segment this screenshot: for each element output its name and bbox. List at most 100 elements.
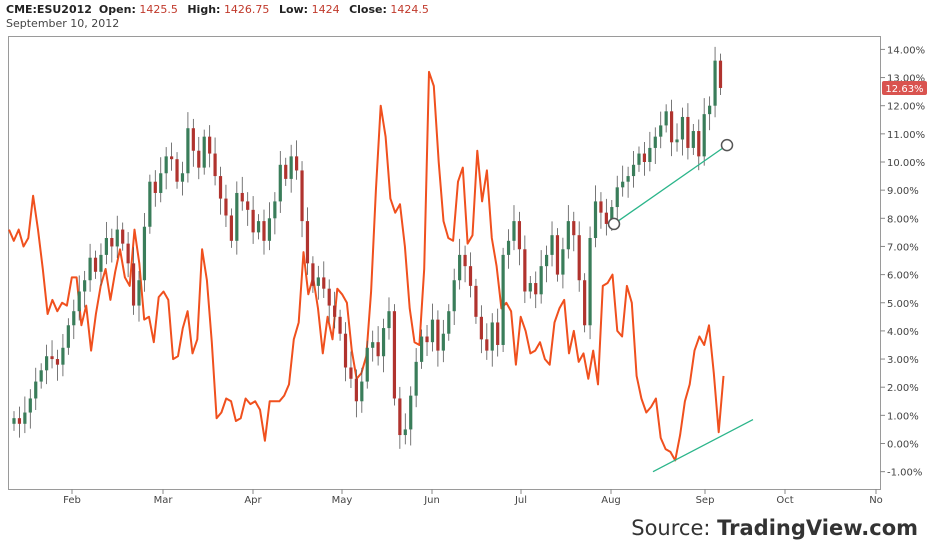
candle-body xyxy=(664,111,668,126)
candle-body xyxy=(648,147,652,162)
candle-body xyxy=(148,181,152,227)
candle-body xyxy=(506,240,511,255)
candle-body xyxy=(669,111,674,143)
candle-body xyxy=(615,187,619,208)
candle-body xyxy=(316,277,320,286)
candle-body xyxy=(360,381,364,402)
candle-body xyxy=(99,254,103,272)
candle-body xyxy=(197,150,201,168)
candle-body xyxy=(83,280,87,292)
y-tick-label: 12.00% xyxy=(887,102,925,113)
candle-body xyxy=(381,328,386,357)
candle-body xyxy=(104,238,108,255)
y-tick-label: 5.00% xyxy=(887,299,919,310)
candle-body xyxy=(392,311,397,399)
candle-body xyxy=(441,333,445,351)
x-tick-label: Jun xyxy=(423,495,440,506)
candle-body xyxy=(485,339,489,351)
candle-body xyxy=(137,280,141,306)
candle-body xyxy=(50,356,54,360)
candle-body xyxy=(289,156,293,179)
candle-body xyxy=(343,333,348,368)
candle-body xyxy=(142,226,147,281)
x-tick-label: Jul xyxy=(514,495,527,506)
candle-body xyxy=(88,257,92,281)
candle-body xyxy=(159,173,163,193)
y-tick-label: 11.00% xyxy=(887,130,925,141)
trendline xyxy=(613,144,728,225)
candle-body xyxy=(501,254,505,345)
candle-body xyxy=(387,311,391,329)
candle-body xyxy=(626,176,630,182)
candle-body xyxy=(354,378,358,402)
candle-body xyxy=(718,60,723,88)
candle-body xyxy=(284,164,288,179)
candle-body xyxy=(697,131,701,157)
source-prefix: Source: xyxy=(631,516,711,540)
candle-body xyxy=(458,254,462,281)
x-tick-label: Oct xyxy=(776,495,793,506)
candle-body xyxy=(349,367,353,379)
candle-body xyxy=(224,198,228,216)
candle-body xyxy=(28,398,32,413)
candle-body xyxy=(278,164,282,202)
candle-body xyxy=(121,229,125,244)
candle-body xyxy=(126,243,130,264)
candle-body xyxy=(479,316,483,340)
candle-body xyxy=(419,336,424,362)
candle-body xyxy=(544,254,549,267)
candle-body xyxy=(561,249,565,275)
candle-body xyxy=(631,164,636,177)
candle-body xyxy=(577,235,581,281)
candle-body xyxy=(702,114,706,157)
candle-body xyxy=(403,429,407,436)
candle-body xyxy=(273,201,277,219)
open-value: 1425.5 xyxy=(139,3,178,16)
candle-body xyxy=(637,153,641,165)
candle-body xyxy=(468,266,473,286)
candle-body xyxy=(436,319,440,351)
candle-body xyxy=(566,221,570,250)
chart-header: CME:ESU2012 Open: 1425.5 High: 1426.75 L… xyxy=(6,3,435,31)
candle-body xyxy=(555,235,560,275)
candle-body xyxy=(447,311,451,334)
trendline xyxy=(652,418,754,473)
candle-body xyxy=(305,221,310,264)
candle-body xyxy=(66,325,70,348)
candle-body xyxy=(229,215,233,241)
candle-body xyxy=(414,361,418,396)
low-label: Low: xyxy=(278,3,309,16)
trendline-handle xyxy=(720,138,734,152)
candle-body xyxy=(452,280,456,312)
candle-body xyxy=(322,277,326,289)
candle-body xyxy=(376,342,380,357)
candle-body xyxy=(572,221,576,236)
candle-body xyxy=(164,156,168,174)
candle-body xyxy=(599,201,603,213)
candle-body xyxy=(610,207,614,224)
y-tick-label: 4.00% xyxy=(887,327,919,338)
y-tick-label: 9.00% xyxy=(887,186,919,197)
candle-body xyxy=(93,257,98,272)
candle-body xyxy=(333,305,337,317)
x-tick-label: Apr xyxy=(244,495,262,506)
candle-body xyxy=(240,192,244,202)
candle-body xyxy=(675,139,679,143)
indicator-line xyxy=(8,70,725,462)
candle-body xyxy=(175,159,179,182)
candle-body xyxy=(72,311,76,326)
candle-body xyxy=(338,316,342,334)
candle-body xyxy=(659,125,663,137)
candle-body xyxy=(409,395,413,430)
candle-body xyxy=(490,322,494,351)
candle-body xyxy=(686,116,690,148)
candle-body xyxy=(398,398,402,436)
candle-body xyxy=(523,249,527,292)
candle-body xyxy=(474,285,478,317)
candle-body xyxy=(39,370,43,382)
date-label: September 10, 2012 xyxy=(6,17,120,30)
candle-body xyxy=(517,221,522,250)
x-tick-label: Aug xyxy=(601,495,621,506)
candle-body xyxy=(642,153,647,162)
